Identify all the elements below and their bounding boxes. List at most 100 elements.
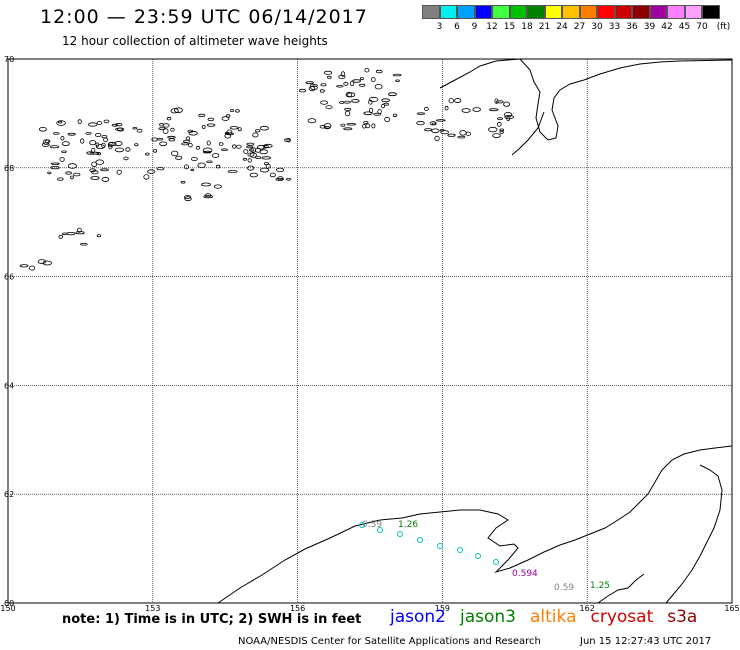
legend-swatch — [457, 5, 475, 19]
island-outline — [344, 107, 352, 111]
legend-label: 3 — [436, 22, 443, 32]
island-outline — [47, 171, 52, 175]
island-outline — [229, 126, 239, 130]
credit-text: NOAA/NESDIS Center for Satellite Applica… — [238, 636, 541, 647]
island-outline — [158, 127, 166, 130]
longitude-label: 162 — [580, 604, 595, 613]
island-outline — [309, 84, 318, 87]
island-outline — [75, 231, 85, 235]
island-outline — [101, 135, 108, 139]
island-outline — [52, 132, 60, 135]
island-outline — [444, 105, 449, 111]
island-outline — [434, 135, 440, 142]
legend-label: 42 — [661, 22, 673, 32]
track-label: 0.594 — [512, 569, 538, 579]
island-outline — [77, 119, 82, 125]
island-outline — [56, 120, 66, 126]
track-label: 0.59 — [362, 520, 382, 530]
island-outline — [90, 176, 100, 180]
island-outline — [212, 153, 220, 158]
island-outline — [29, 265, 36, 271]
island-outline — [57, 177, 64, 181]
island-outline — [440, 130, 449, 135]
legend-swatch — [509, 5, 527, 19]
island-outline — [132, 126, 138, 130]
island-outline — [201, 182, 211, 187]
island-outline — [324, 126, 331, 130]
legend-swatch — [527, 5, 545, 19]
island-outline — [218, 142, 224, 146]
island-outline — [188, 142, 193, 148]
island-outline — [276, 167, 285, 173]
island-outline — [123, 156, 129, 161]
island-outline — [364, 67, 370, 73]
island-outline — [373, 112, 382, 116]
island-outline — [275, 177, 284, 181]
track-mark — [417, 537, 423, 543]
island-outline — [202, 147, 213, 153]
island-outline — [58, 120, 63, 124]
track-mark — [457, 547, 463, 553]
island-outline — [184, 196, 192, 202]
island-outline — [195, 145, 201, 150]
legend-swatch — [492, 5, 510, 19]
island-outline — [65, 171, 72, 175]
island-outline — [323, 123, 332, 129]
island-outline — [89, 168, 96, 173]
island-outline — [175, 155, 183, 160]
island-outline — [136, 128, 143, 133]
island-outline — [173, 107, 183, 113]
island-outline — [203, 195, 214, 199]
island-outline — [340, 123, 346, 127]
island-outline — [147, 169, 156, 174]
island-outline — [448, 98, 454, 104]
island-outline — [503, 111, 513, 118]
island-outline — [170, 150, 179, 157]
legend-label: 27 — [573, 22, 586, 32]
island-outline — [424, 128, 433, 132]
legend-unit: (ft) — [716, 22, 731, 32]
island-outline — [180, 180, 186, 184]
satellite-name: jason3 — [460, 607, 516, 627]
island-outline — [225, 132, 235, 136]
island-outline — [202, 150, 212, 154]
island-outline — [457, 135, 466, 139]
island-outline — [269, 172, 276, 178]
island-outline — [90, 151, 100, 155]
island-outline — [262, 144, 269, 149]
legend-label: 36 — [626, 22, 638, 32]
island-outline — [49, 145, 60, 149]
island-outline — [58, 234, 64, 239]
island-outline — [472, 107, 481, 112]
alaska-coastline-south — [217, 445, 733, 604]
legend-label: 45 — [678, 22, 691, 32]
island-outline — [343, 127, 353, 131]
island-outline — [246, 142, 255, 146]
island-outline — [243, 149, 249, 155]
island-outline — [249, 148, 255, 152]
legend-label: 9 — [471, 22, 478, 32]
island-outline — [95, 159, 104, 165]
legend-label: 21 — [538, 22, 551, 32]
island-outline — [181, 142, 189, 146]
island-outline — [320, 100, 329, 105]
island-outline — [506, 115, 511, 122]
island-outline — [368, 96, 379, 103]
coastal-islands — [19, 67, 515, 271]
island-outline — [198, 113, 206, 118]
island-outline — [499, 128, 505, 132]
island-outline — [431, 128, 440, 134]
island-outline — [346, 123, 357, 126]
island-outline — [454, 98, 462, 104]
island-outline — [95, 132, 102, 137]
legend-label: 12 — [486, 22, 498, 32]
longitude-label: 156 — [290, 604, 305, 613]
island-outline — [235, 109, 240, 113]
island-outline — [229, 109, 234, 113]
island-outline — [67, 163, 77, 169]
island-outline — [231, 144, 237, 149]
island-outline — [66, 232, 76, 236]
island-outline — [227, 170, 238, 173]
island-outline — [115, 127, 123, 131]
